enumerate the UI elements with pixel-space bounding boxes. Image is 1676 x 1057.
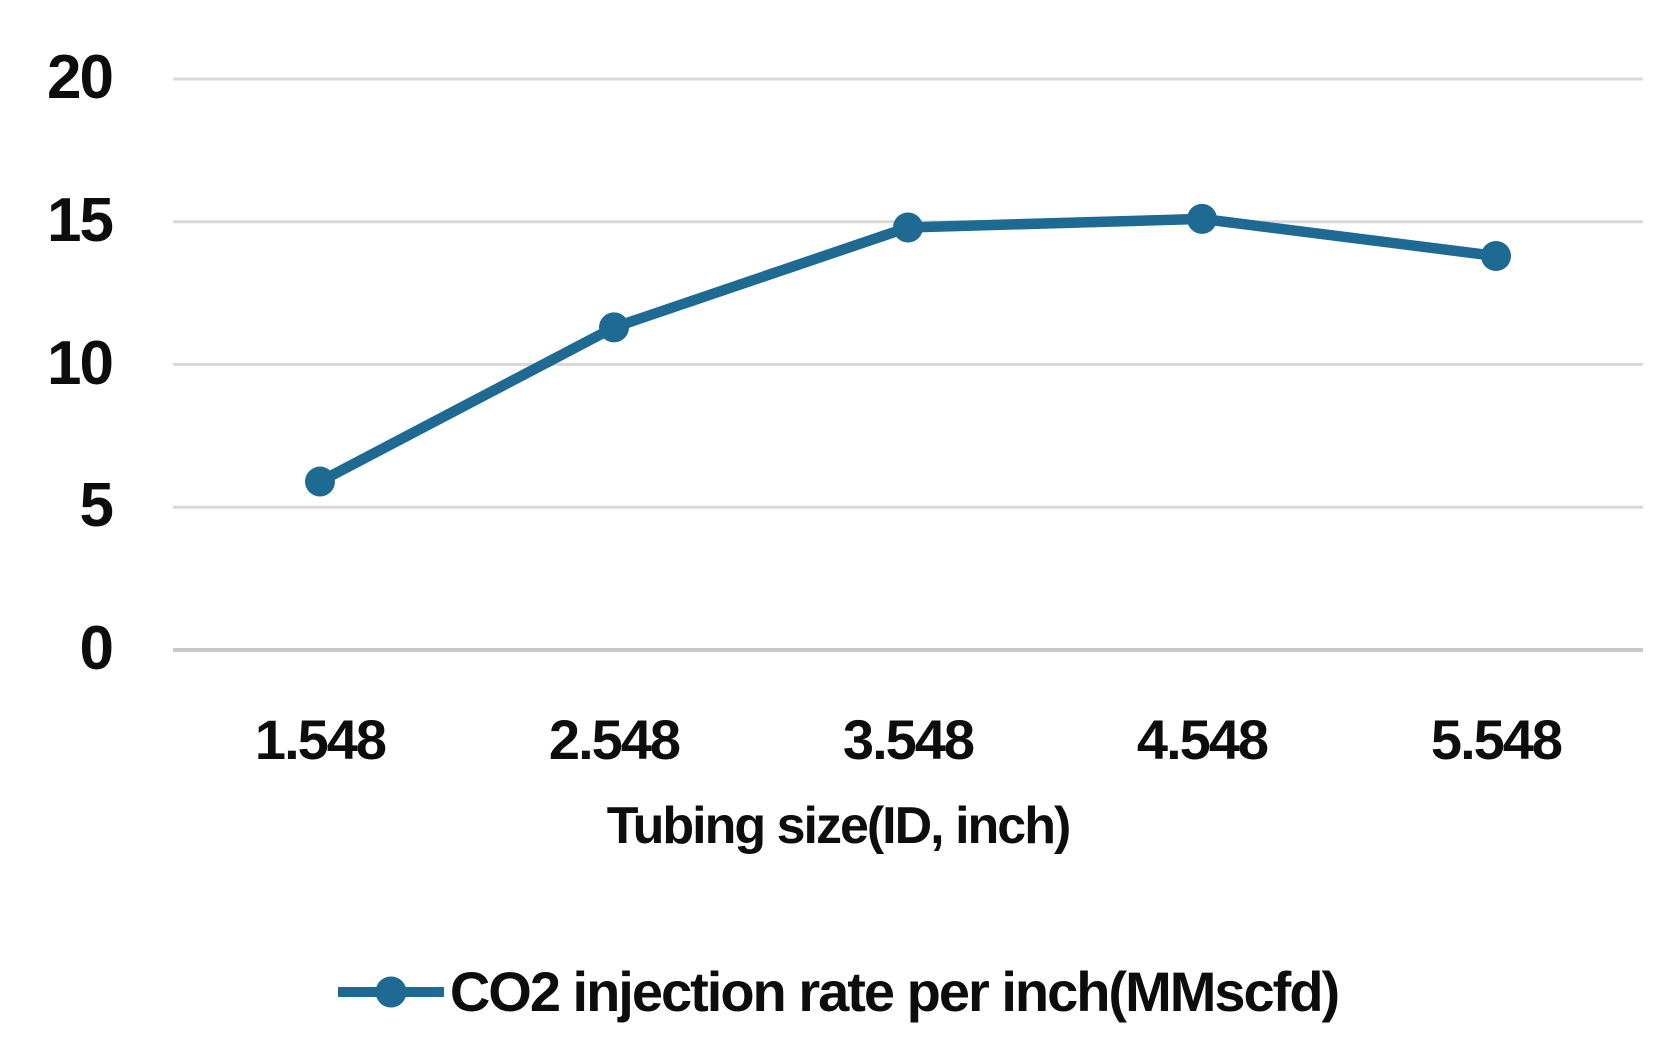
x-tick-label: 1.548 [254,708,387,771]
data-point-marker [893,212,923,243]
data-point-marker [599,312,629,343]
legend-label: CO2 injection rate per inch(MMscfd) [449,960,1340,1023]
data-line [314,213,1502,487]
y-tick-label: 0 [79,613,114,683]
data-point-marker [1481,241,1511,272]
x-tick-label: 3.548 [842,708,975,771]
data-point-marker [1187,203,1217,234]
y-tick-label: 15 [47,185,114,255]
legend-line-marker-icon [337,976,444,1008]
x-axis-title: Tubing size(ID, inch) [606,797,1072,855]
y-tick-label: 20 [47,42,114,112]
x-tick-label: 5.548 [1430,708,1563,771]
y-tick-label: 10 [47,328,114,398]
x-tick-label: 2.548 [548,708,681,771]
y-tick-label: 5 [79,471,114,541]
legend: CO2 injection rate per inch(MMscfd) [0,958,1676,1025]
data-point-marker [305,466,335,497]
x-tick-label: 4.548 [1136,708,1269,771]
